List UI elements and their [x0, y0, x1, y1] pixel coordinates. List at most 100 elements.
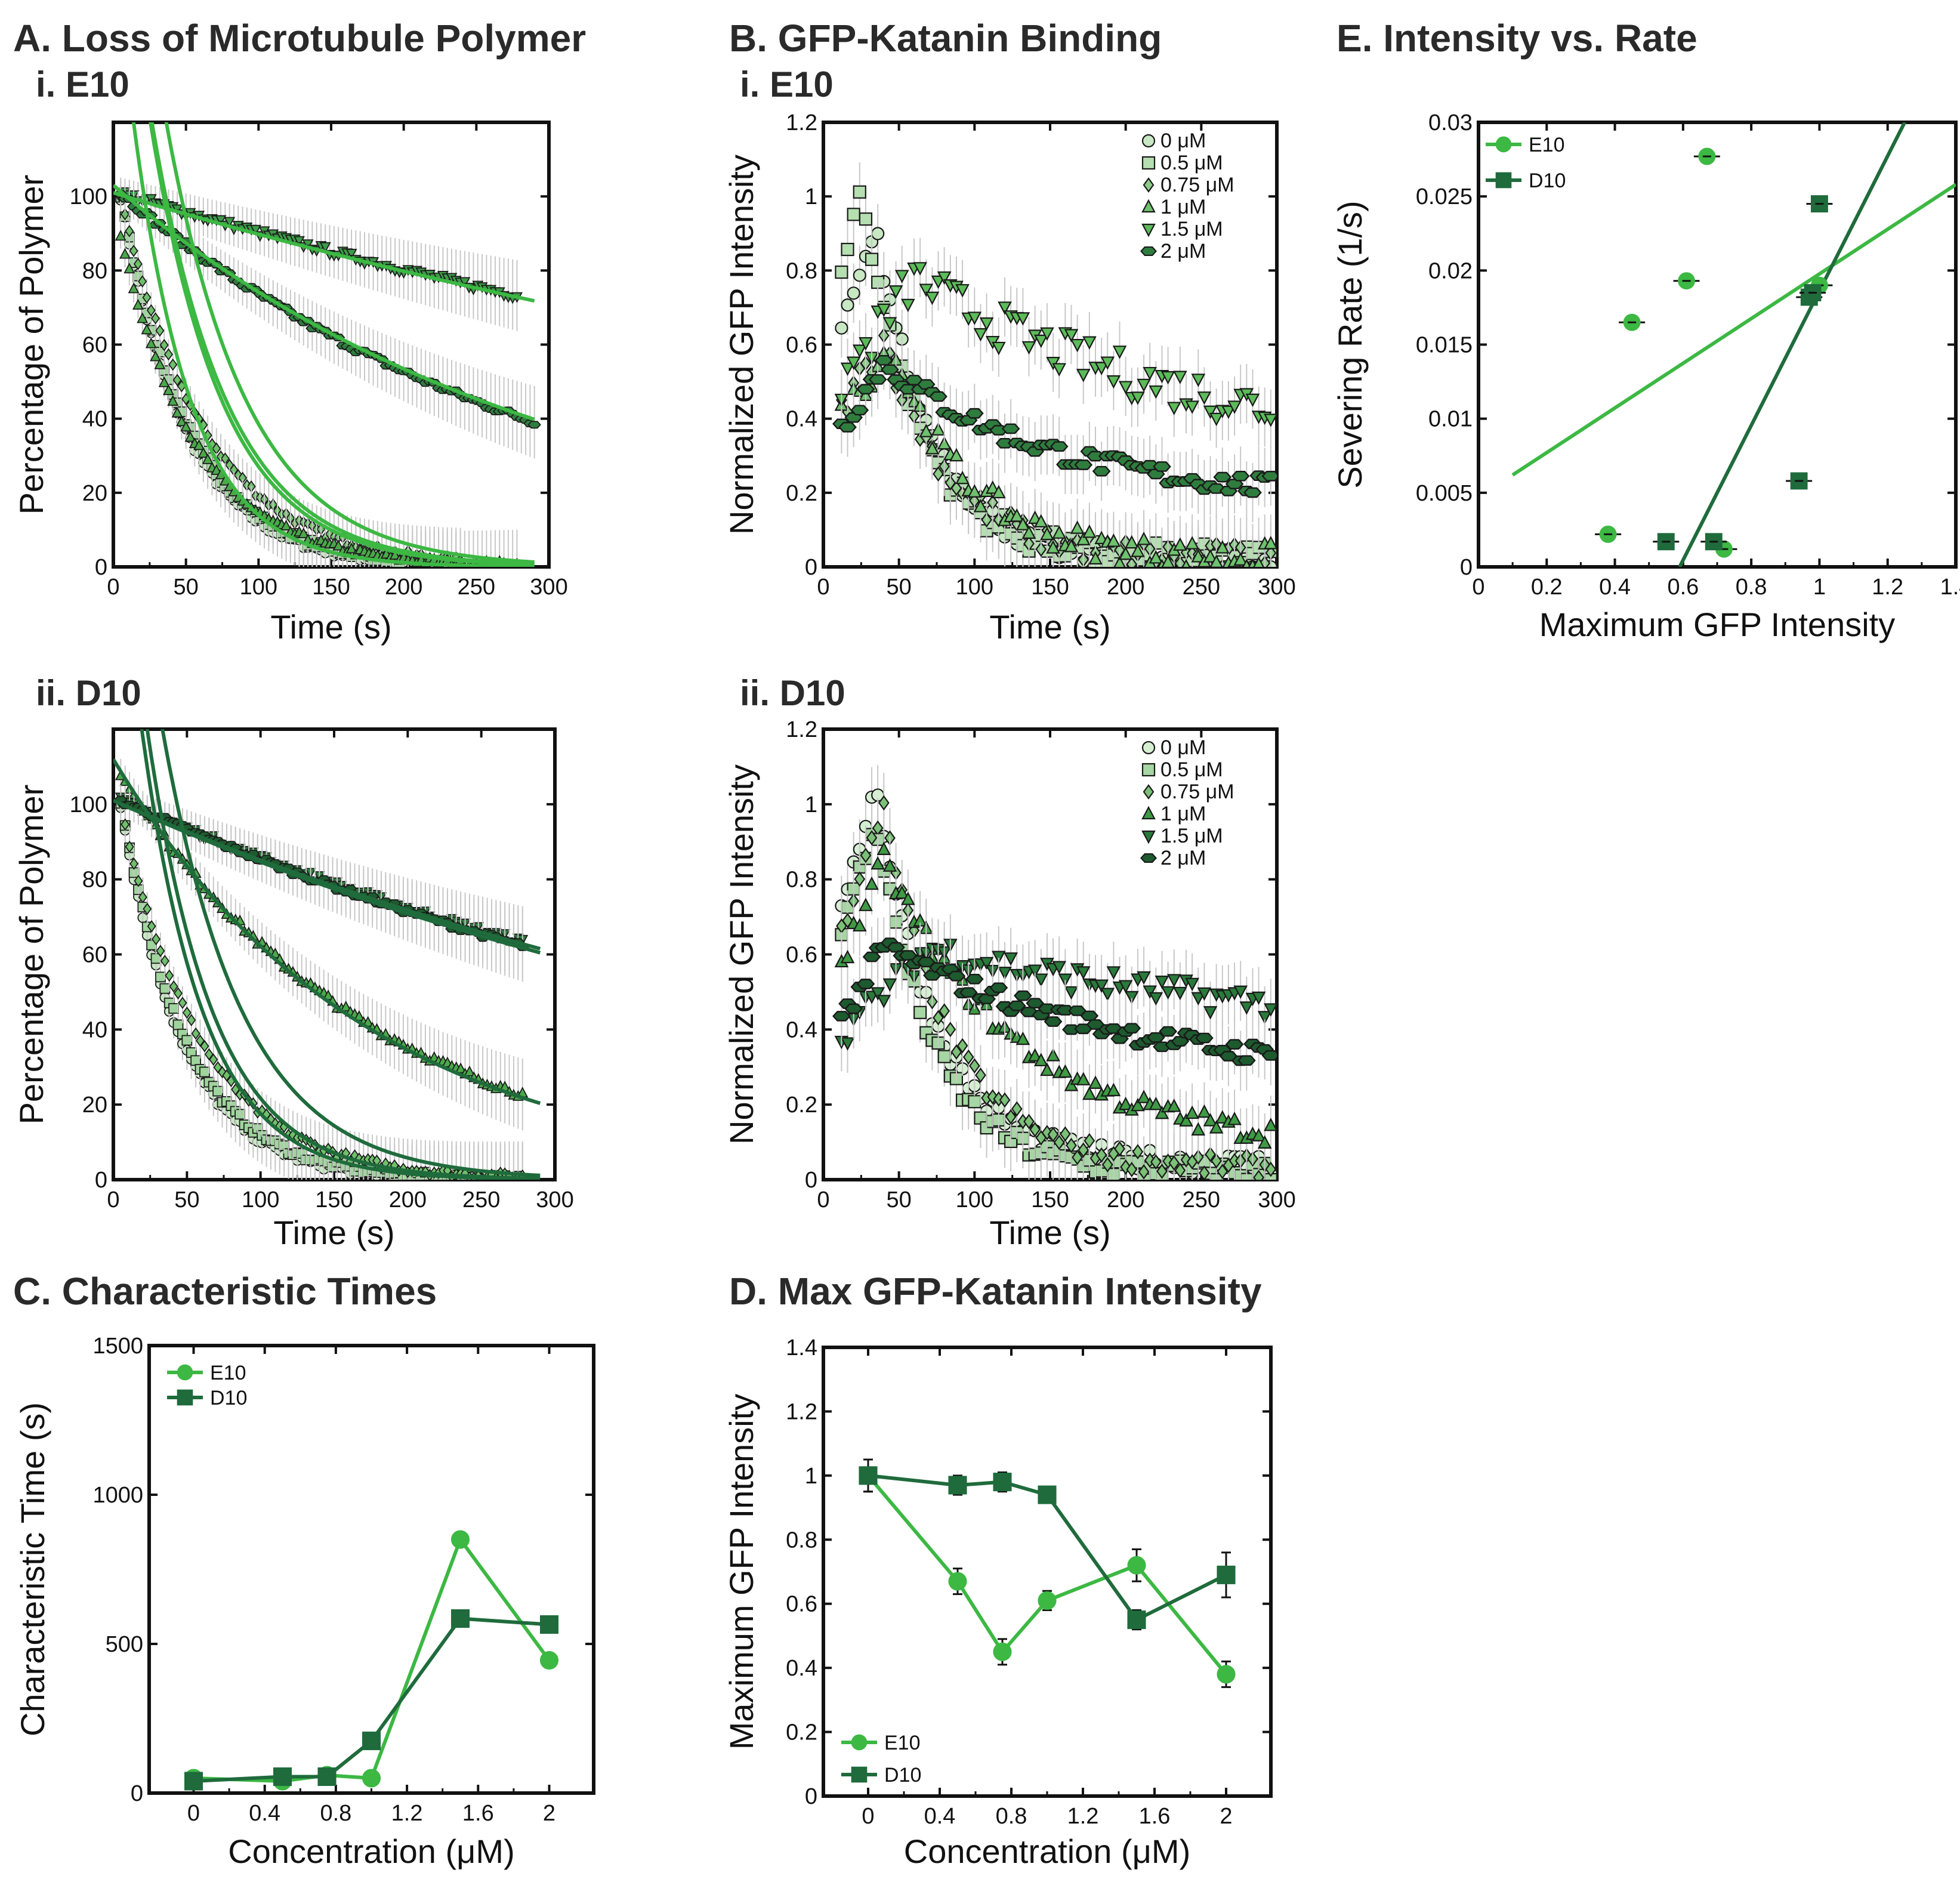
data-point: [124, 263, 135, 274]
data-point: [1195, 1032, 1214, 1044]
x-tick-label: 200: [1107, 1187, 1144, 1212]
y-tick-label: 0.01: [1428, 407, 1473, 432]
data-point: [967, 311, 982, 325]
x-tick-label: 300: [1258, 575, 1295, 600]
data-point: [1082, 336, 1097, 350]
y-tick-label: 0.02: [1428, 258, 1473, 283]
x-tick-label: 1.2: [391, 1801, 423, 1826]
data-point: [151, 312, 160, 325]
data-point: [1072, 1149, 1083, 1165]
data-point: [882, 317, 897, 331]
data-point: [181, 1035, 193, 1046]
panel-b-title: B. GFP-Katanin Binding: [729, 17, 1162, 60]
data-point: [199, 1066, 210, 1078]
data-point: [163, 348, 173, 361]
y-tick-label: 0: [1460, 555, 1473, 580]
data-point: [1215, 1110, 1230, 1124]
data-point: [1156, 1164, 1168, 1179]
data-layer: [832, 765, 1277, 1180]
data-point: [968, 1058, 980, 1074]
legend-marker: [1141, 830, 1156, 844]
data-point: [832, 1011, 851, 1022]
data-point: [1127, 1556, 1146, 1575]
data-point: [1203, 1006, 1218, 1020]
data-point: [1021, 341, 1036, 355]
data-point: [939, 1003, 950, 1019]
data-point: [1168, 1155, 1180, 1171]
data-point: [894, 270, 909, 283]
data-point: [1179, 1113, 1193, 1127]
data-point: [1185, 536, 1199, 550]
data-point: [464, 1065, 476, 1076]
x-tick-label: 0.8: [996, 1804, 1027, 1829]
y-axis-label: Normalized GFP Intensity: [723, 155, 760, 535]
y-tick-label: 0.03: [1428, 110, 1473, 135]
data-point: [137, 312, 149, 323]
data-point: [1095, 1147, 1107, 1163]
legend-marker: [1140, 853, 1157, 863]
y-axis-label: Severing Rate (1/s): [1331, 200, 1369, 488]
data-point: [171, 406, 183, 418]
data-point: [992, 341, 1006, 356]
series-line: [193, 1616, 550, 1783]
data-point: [200, 1039, 209, 1053]
data-point: [1174, 1162, 1186, 1178]
x-tick-label: 1.2: [1872, 575, 1903, 600]
data-point: [859, 897, 873, 911]
data-point: [1261, 1050, 1277, 1061]
data-point: [362, 1731, 381, 1751]
y-tick-label: 80: [82, 258, 107, 283]
y-tick-label: 0: [805, 1784, 817, 1809]
data-point: [298, 527, 310, 538]
y-axis-label: Characteristic Time (s): [14, 1402, 51, 1736]
data-point: [1161, 554, 1175, 567]
y-tick-label: 0: [805, 1168, 817, 1193]
x-tick-label: 250: [1183, 575, 1220, 600]
data-point: [450, 1609, 470, 1628]
data-point: [1070, 338, 1085, 353]
data-point: [1086, 451, 1105, 462]
data-point: [294, 236, 305, 247]
data-point: [345, 248, 357, 260]
data-point: [143, 902, 152, 915]
y-tick-label: 1: [805, 1464, 817, 1489]
legend-marker: [1141, 763, 1156, 777]
y-tick-label: 20: [82, 481, 107, 506]
data-point: [196, 1034, 205, 1047]
data-point: [527, 421, 541, 429]
fit-line: [1678, 122, 1906, 567]
data-point: [925, 440, 940, 455]
data-point: [840, 1037, 855, 1051]
data-point: [1159, 1026, 1177, 1037]
data-point: [1264, 414, 1277, 427]
data-point: [539, 1650, 559, 1670]
data-point: [1076, 1072, 1091, 1085]
fit-curve: [145, 729, 541, 1180]
data-point: [125, 224, 134, 237]
data-point: [1185, 400, 1199, 414]
data-point: [319, 242, 331, 253]
data-point: [145, 337, 157, 348]
data-point: [846, 356, 861, 370]
fit-curve: [149, 122, 535, 567]
data-point: [160, 955, 169, 967]
data-point: [129, 245, 138, 257]
data-point: [1245, 393, 1260, 408]
data-point: [128, 282, 140, 294]
legend-label: E10: [210, 1362, 246, 1384]
legend-marker: [1140, 246, 1157, 257]
data-point: [1076, 369, 1091, 382]
data-point: [190, 1055, 202, 1066]
x-tick-label: 0: [862, 1804, 874, 1829]
data-point: [1118, 381, 1133, 394]
data-point: [841, 242, 854, 257]
data-point: [1253, 556, 1264, 567]
data-point: [1160, 371, 1175, 385]
data-point: [172, 1019, 184, 1031]
data-point: [838, 422, 857, 433]
data-point: [973, 499, 988, 513]
data-point: [1231, 471, 1250, 482]
data-point: [1166, 1099, 1181, 1112]
y-tick-label: 500: [106, 1632, 143, 1657]
